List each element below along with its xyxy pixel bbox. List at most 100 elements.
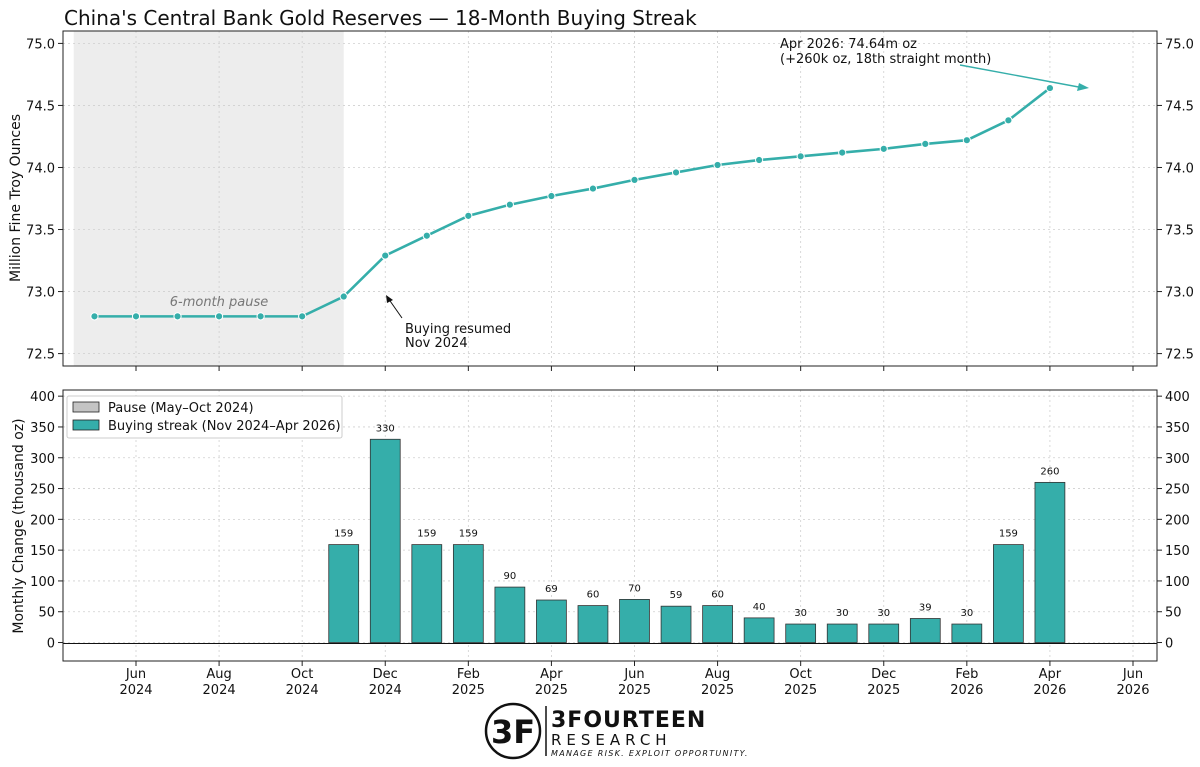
bottom-y-tick-label: 100 — [30, 575, 55, 590]
bar-value-label: 159 — [459, 529, 478, 540]
top-y-tick-label: 72.5 — [26, 348, 55, 363]
bar-value-label: 159 — [334, 529, 353, 540]
top-y-tick-label-right: 75.0 — [1165, 37, 1194, 52]
reserves-point — [1045, 83, 1055, 93]
bottom-y-tick-label: 150 — [30, 544, 55, 559]
top-y-tick-label: 74.5 — [26, 99, 55, 114]
buying-resumed-line1: Buying resumed — [405, 322, 511, 337]
reserves-point — [339, 292, 348, 301]
x-tick-month: Jun — [125, 667, 146, 682]
latest-callout-line1: Apr 2026: 74.64m oz — [780, 37, 917, 52]
pause-shaded-region — [73, 31, 344, 366]
x-tick-year: 2025 — [618, 683, 651, 698]
bar-value-label: 260 — [1040, 466, 1059, 477]
monthly-change-bar — [411, 544, 443, 643]
buying-resumed-arrowhead — [386, 295, 393, 303]
reserves-point — [588, 184, 598, 193]
annotations: Buying resumed Nov 2024 Apr 2026: 74.64m… — [386, 37, 1089, 351]
x-tick-year: 2026 — [950, 683, 983, 698]
bottom-y-tick-label-right: 200 — [1165, 513, 1190, 528]
x-tick-month: Oct — [789, 667, 811, 682]
monthly-change-bar — [660, 605, 692, 643]
bottom-y-tick-label: 50 — [38, 606, 55, 621]
bottom-y-tick-label: 300 — [30, 452, 55, 467]
reserves-point — [547, 191, 556, 201]
reserves-point — [131, 312, 141, 321]
chart-title: China's Central Bank Gold Reserves — 18-… — [64, 6, 697, 30]
reserves-point — [755, 155, 764, 165]
bottom-y-tick-label: 0 — [47, 637, 55, 652]
reserves-line — [94, 87, 1051, 318]
reserves-line-panel: 72.5 72.5 73.0 73.0 73.5 73.5 74.0 74.0 74.5 74.5… — [8, 30, 1194, 371]
latest-callout-arrow — [959, 64, 1085, 89]
legend-swatch-streak — [72, 419, 100, 431]
top-y-tick-label: 73.5 — [26, 224, 55, 239]
top-y-tick-label-right: 72.5 — [1165, 348, 1194, 363]
bottom-y-tick-label: 200 — [30, 513, 55, 528]
monthly-change-bar — [909, 618, 941, 643]
legend-box — [66, 395, 343, 439]
x-tick-year: 2024 — [286, 683, 319, 698]
monthly-change-bar — [951, 623, 983, 643]
reserves-point — [214, 312, 224, 321]
x-tick-month: Jun — [1122, 667, 1143, 682]
top-y-tick-label-right: 73.0 — [1165, 286, 1194, 301]
bar-value-label: 159 — [999, 529, 1018, 540]
bottom-y-tick-label-right: 150 — [1165, 544, 1190, 559]
x-tick-year: 2025 — [867, 683, 900, 698]
bottom-y-tick-label: 250 — [30, 483, 55, 498]
reserves-point — [838, 148, 847, 157]
buying-resumed-line2: Nov 2024 — [405, 336, 468, 351]
bar-value-label: 90 — [504, 571, 517, 582]
latest-callout-line2: (+260k oz, 18th straight month) — [780, 52, 991, 67]
bottom-y-tick-label-right: 350 — [1165, 421, 1190, 436]
top-y-tick-label: 73.0 — [26, 286, 55, 301]
monthly-change-bar — [743, 617, 775, 643]
x-tick-year: 2025 — [784, 683, 817, 698]
x-tick-year: 2025 — [701, 683, 734, 698]
monthly-change-bar — [577, 605, 609, 643]
top-y-tick-label-right: 74.0 — [1165, 161, 1194, 176]
x-tick-month: Jun — [623, 667, 644, 682]
top-plot-frame — [62, 30, 1158, 367]
reserves-point — [422, 231, 431, 240]
x-tick-month: Aug — [705, 667, 730, 682]
bar-value-label: 40 — [753, 602, 766, 613]
x-tick-month: Dec — [373, 667, 398, 682]
reserves-point — [464, 211, 473, 220]
monthly-change-bar — [868, 623, 900, 643]
bar-value-label: 69 — [545, 584, 558, 595]
monthly-change-bar — [619, 599, 650, 643]
monthly-change-bar — [536, 599, 567, 643]
reserves-point — [381, 251, 390, 260]
bar-value-label: 159 — [417, 529, 436, 540]
reserves-point — [505, 200, 514, 209]
bottom-plot-frame — [62, 389, 1158, 662]
monthly-change-bar — [826, 623, 858, 643]
reserves-point — [256, 312, 265, 321]
reserves-point — [796, 152, 805, 161]
bar-value-label: 30 — [836, 608, 849, 619]
reserves-point — [630, 175, 639, 184]
bottom-y-tick-label: 350 — [30, 421, 55, 436]
reserves-point — [298, 312, 307, 321]
monthly-change-bar — [1034, 481, 1066, 643]
logo-tagline: MANAGE RISK. EXPLOIT OPPORTUNITY. — [551, 749, 749, 758]
buying-resumed-arrow — [387, 297, 403, 319]
reserves-point — [713, 160, 722, 170]
logo-name: 3FOURTEEN — [551, 708, 706, 733]
top-y-axis-label: Million Fine Troy Ounces — [8, 114, 24, 282]
bar-value-label: 30 — [794, 608, 807, 619]
x-tick-month: Dec — [871, 667, 896, 682]
x-tick-year: 2026 — [1116, 683, 1149, 698]
legend-label-pause: Pause (May–Oct 2024) — [108, 401, 254, 416]
reserves-point — [671, 168, 681, 177]
x-tick-year: 2025 — [452, 683, 485, 698]
x-tick-year: 2024 — [203, 683, 236, 698]
logo-circle — [484, 702, 542, 760]
pause-region-label: 6-month pause — [170, 295, 269, 310]
bar-value-label: 70 — [628, 583, 641, 594]
bar-value-label: 330 — [376, 423, 395, 434]
bottom-y-tick-label-right: 50 — [1165, 606, 1182, 621]
